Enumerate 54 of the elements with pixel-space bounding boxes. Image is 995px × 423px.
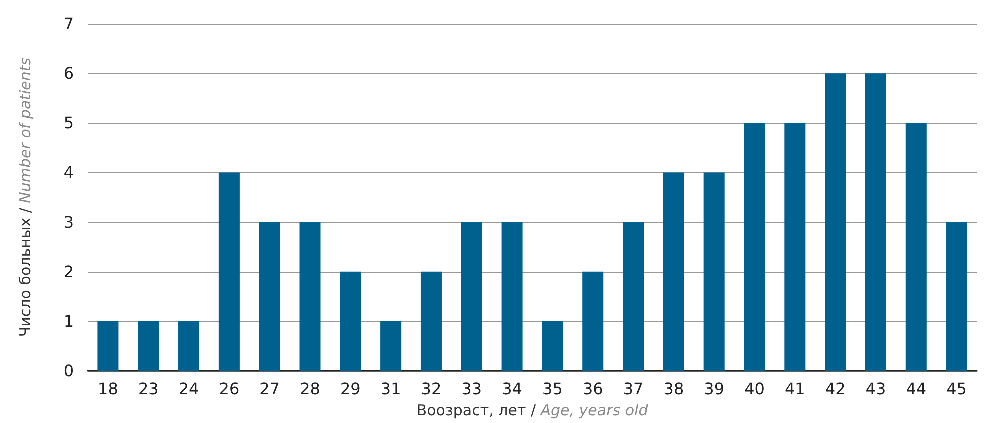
y-tick-label: 0 xyxy=(64,362,74,380)
x-axis-title: Воозраст, лет / Age, years old xyxy=(416,402,649,420)
x-tick-label: 36 xyxy=(582,380,604,398)
y-tick-label: 5 xyxy=(64,114,74,133)
x-tick-label: 34 xyxy=(502,380,522,398)
x-tick-label: 41 xyxy=(784,380,806,398)
bar xyxy=(865,74,886,371)
bar xyxy=(138,321,160,371)
y-tick-label: 2 xyxy=(64,262,74,282)
x-tick-label: 31 xyxy=(380,380,402,398)
bar xyxy=(704,172,725,371)
x-tick-label: 27 xyxy=(260,380,280,398)
x-tick-label: 35 xyxy=(542,380,563,398)
x-tick-label: 39 xyxy=(704,380,725,398)
x-tick-label: 28 xyxy=(300,380,320,398)
bar xyxy=(380,321,402,371)
bar xyxy=(259,222,280,371)
x-tick-label: 43 xyxy=(866,380,886,398)
x-tick-label: 45 xyxy=(946,380,967,398)
bar xyxy=(340,272,362,371)
y-tick-label: 1 xyxy=(64,312,74,331)
bar xyxy=(825,74,846,371)
bar xyxy=(946,222,968,371)
y-tick-label: 7 xyxy=(64,14,74,34)
x-tick-label: 40 xyxy=(744,380,765,398)
bar xyxy=(178,321,200,371)
x-tick-label: 42 xyxy=(825,380,846,398)
x-tick-label: 38 xyxy=(664,380,684,398)
bar xyxy=(784,123,806,371)
x-tick-label: 37 xyxy=(623,380,644,398)
bar xyxy=(542,321,564,371)
x-tick-label: 44 xyxy=(906,380,927,398)
bar xyxy=(744,123,766,371)
x-tick-label: 18 xyxy=(98,380,118,398)
x-tick-label: 32 xyxy=(421,380,442,398)
bar xyxy=(461,222,482,371)
bar xyxy=(906,123,927,371)
x-tick-label: 24 xyxy=(178,380,200,398)
bar xyxy=(582,272,604,371)
x-tick-label: 33 xyxy=(462,380,482,398)
bar xyxy=(623,222,644,371)
bar xyxy=(98,321,119,371)
x-tick-label: 23 xyxy=(138,380,159,398)
bar xyxy=(420,272,442,371)
y-tick-label: 6 xyxy=(64,64,74,84)
bar xyxy=(663,172,684,371)
bar xyxy=(300,222,321,371)
bar xyxy=(218,172,240,371)
x-tick-label: 29 xyxy=(340,380,361,398)
x-tick-label: 26 xyxy=(219,380,240,398)
y-axis-title: Число больных / Number of patients xyxy=(16,58,34,338)
y-tick-label: 3 xyxy=(64,212,74,232)
y-tick-label: 4 xyxy=(64,163,74,182)
bar xyxy=(502,222,523,371)
